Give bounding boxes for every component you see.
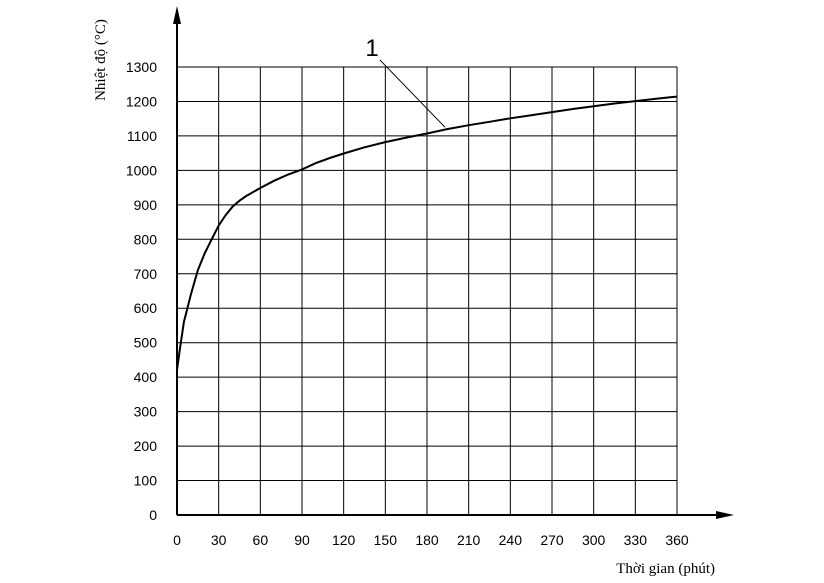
series-line [176, 95, 678, 371]
y-axis-label: Nhiệt độ (°C) [93, 19, 109, 101]
y-tick-label: 1300 [126, 59, 157, 75]
y-tick-label: 200 [134, 438, 158, 454]
y-tick-label: 500 [134, 335, 158, 351]
axes [173, 6, 734, 519]
annotation-leader [379, 59, 446, 128]
x-tick-label: 60 [253, 532, 269, 548]
y-tick-label: 700 [134, 266, 158, 282]
y-tick-label: 600 [134, 300, 158, 316]
x-tick-labels: 0 30 60 90 120 150 180 210 240 270 300 330 360 [173, 532, 689, 548]
y-tick-label: 900 [134, 197, 158, 213]
x-tick-label: 210 [457, 532, 481, 548]
y-tick-label: 0 [149, 507, 157, 523]
x-tick-label: 90 [294, 532, 310, 548]
x-tick-label: 120 [332, 532, 356, 548]
y-axis-arrow [173, 6, 181, 24]
y-tick-label: 400 [134, 369, 158, 385]
x-tick-label: 0 [173, 532, 181, 548]
x-axis-label: Thời gian (phút) [616, 561, 715, 577]
y-tick-labels: 0 100 200 300 400 500 600 700 800 900 1000 1100 1200… [126, 59, 157, 523]
x-tick-label: 300 [582, 532, 606, 548]
y-tick-label: 100 [134, 473, 158, 489]
y-tick-label: 300 [134, 404, 158, 420]
x-tick-label: 150 [374, 532, 398, 548]
x-tick-label: 30 [211, 532, 227, 548]
x-tick-label: 180 [415, 532, 439, 548]
y-tick-label: 800 [134, 231, 158, 247]
x-axis-arrow [716, 511, 734, 519]
x-tick-label: 240 [499, 532, 523, 548]
x-tick-label: 360 [665, 532, 689, 548]
annotations: 1 [365, 35, 446, 128]
annotation-label: 1 [365, 35, 378, 62]
y-tick-label: 1000 [126, 162, 157, 178]
y-tick-label: 1100 [127, 128, 157, 144]
x-tick-label: 270 [540, 532, 564, 548]
series-group [176, 95, 678, 371]
y-tick-label: 1200 [126, 93, 157, 109]
x-tick-label: 330 [624, 532, 648, 548]
